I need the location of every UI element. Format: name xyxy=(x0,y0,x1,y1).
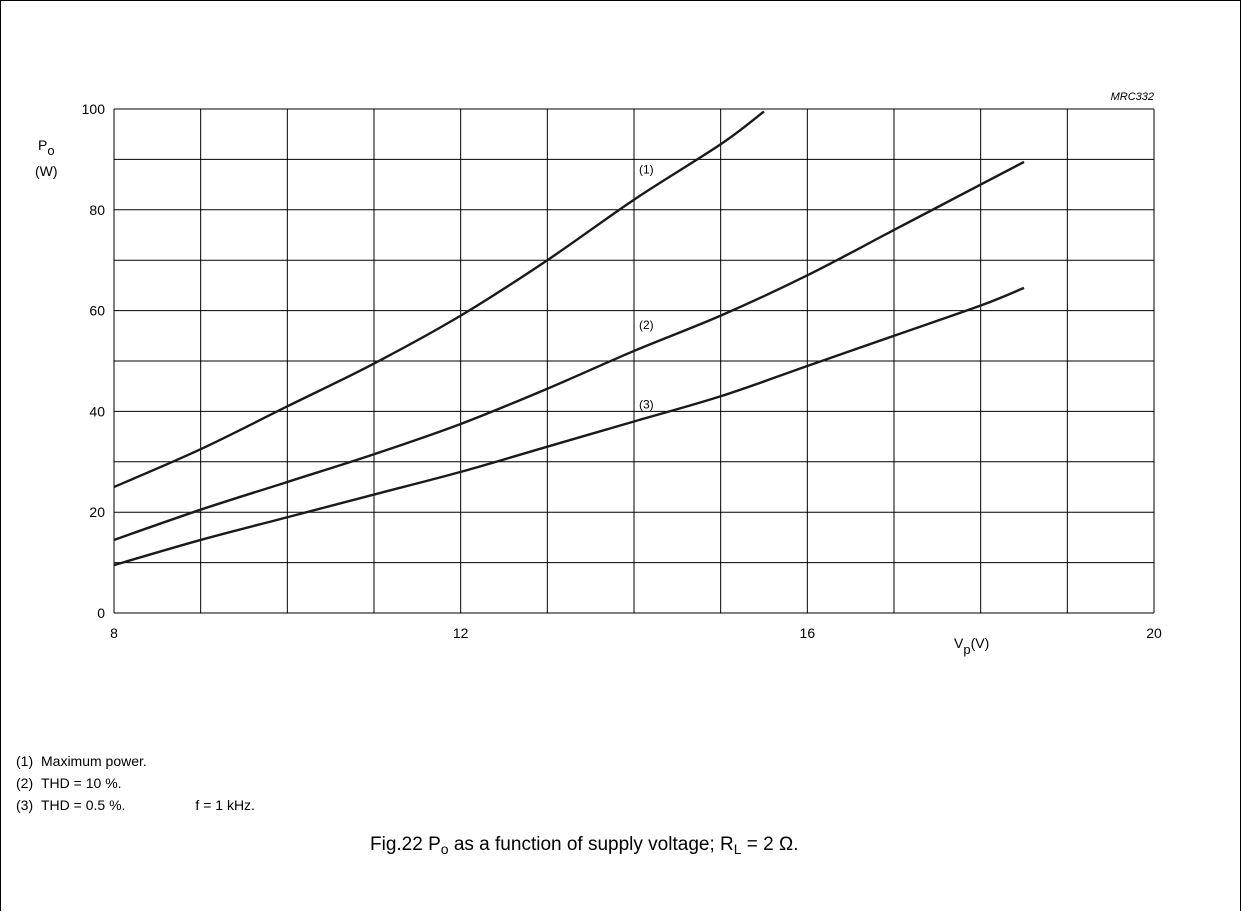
y-tick-label: 40 xyxy=(89,403,105,419)
chart-series: (1) (2) (3) xyxy=(113,110,1025,567)
series-line-1 xyxy=(113,110,765,489)
chart-grid xyxy=(113,108,1155,614)
note-number: (1) xyxy=(16,753,34,769)
y-axis-label: Po xyxy=(38,137,55,158)
x-tick-label: 8 xyxy=(110,625,118,641)
y-tick-label: 0 xyxy=(97,605,105,621)
figure-caption: Fig.22 Po as a function of supply voltag… xyxy=(370,834,799,857)
series-line-2 xyxy=(113,160,1025,542)
note-item: (3) THD = 0.5 %. f = 1 kHz. xyxy=(16,794,255,816)
y-axis-unit: (W) xyxy=(35,163,58,179)
note-condition: f = 1 kHz. xyxy=(195,797,255,813)
note-text: Maximum power. xyxy=(41,753,147,769)
series-line-3 xyxy=(113,286,1025,567)
y-tick-label: 60 xyxy=(89,303,105,319)
note-item: (2) THD = 10 %. xyxy=(16,772,255,794)
x-tick-label: 20 xyxy=(1146,625,1162,641)
series-label: (3) xyxy=(639,397,654,411)
note-text: THD = 10 %. xyxy=(41,775,122,791)
chart-code: MRC332 xyxy=(1111,91,1154,103)
y-tick-label: 20 xyxy=(89,504,105,520)
x-axis-label: Vp(V) xyxy=(954,635,989,657)
x-tick-label: 16 xyxy=(800,625,816,641)
note-number: (3) xyxy=(16,797,34,813)
note-text: THD = 0.5 %. xyxy=(41,797,126,813)
x-tick-label: 12 xyxy=(453,625,469,641)
chart-ticks: 0 20 40 60 80 100 8 12 16 20 xyxy=(82,101,1162,641)
note-number: (2) xyxy=(16,775,34,791)
note-item: (1) Maximum power. xyxy=(16,750,255,772)
y-tick-label: 100 xyxy=(82,101,106,117)
series-label: (2) xyxy=(639,318,654,332)
notes: (1) Maximum power. (2) THD = 10 %. (3) THD = … xyxy=(16,750,255,816)
y-tick-label: 80 xyxy=(89,202,105,218)
series-label: (1) xyxy=(639,163,654,177)
